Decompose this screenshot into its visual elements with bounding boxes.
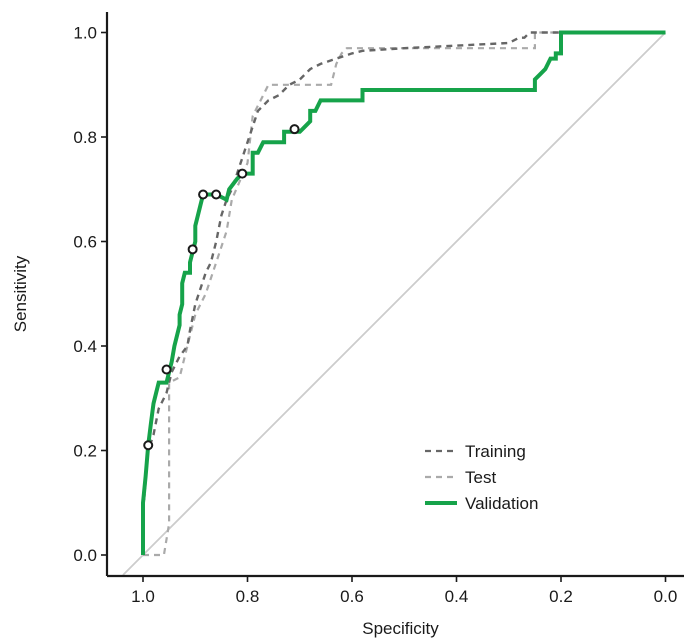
y-tick-label: 0.6 <box>73 233 97 252</box>
validation-marker-2 <box>161 364 172 375</box>
plot-area <box>122 30 667 576</box>
x-tick-label: 0.0 <box>654 587 678 606</box>
chance-diagonal-line <box>122 31 667 576</box>
x-tick-label: 0.2 <box>549 587 573 606</box>
validation-marker-5 <box>211 189 222 200</box>
validation-marker-6 <box>237 168 248 179</box>
y-tick-label: 0.0 <box>73 546 97 565</box>
x-axis-label: Specificity <box>362 619 439 638</box>
y-axis-label: Sensitivity <box>11 255 30 332</box>
validation-marker-4 <box>198 189 209 200</box>
validation-marker-3 <box>187 244 198 255</box>
y-tick-label: 0.4 <box>73 337 97 356</box>
axes: 0.0 0.2 0.4 0.6 0.8 1.0 1.0 0.8 0.6 0.4 0.2 0.0 Spec… <box>11 12 684 638</box>
y-tick-label: 1.0 <box>73 24 97 43</box>
y-tick-label: 0.8 <box>73 128 97 147</box>
x-tick-label: 0.8 <box>236 587 260 606</box>
x-tick-label: 0.4 <box>445 587 469 606</box>
validation-marker-7 <box>289 124 300 135</box>
series-training-line <box>141 31 666 555</box>
legend-label-validation: Validation <box>465 494 538 513</box>
x-tick-label: 1.0 <box>131 587 155 606</box>
legend: Training Test Validation <box>425 442 538 513</box>
legend-label-training: Training <box>465 442 526 461</box>
y-tick-label: 0.2 <box>73 442 97 461</box>
x-tick-label: 0.6 <box>340 587 364 606</box>
validation-marker-1 <box>143 440 154 451</box>
series-test-line <box>143 31 666 557</box>
legend-label-test: Test <box>465 468 496 487</box>
